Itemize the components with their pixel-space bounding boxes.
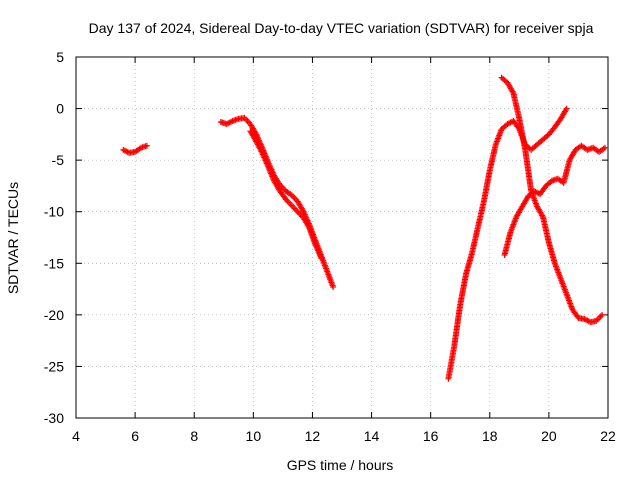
data-series-3	[247, 128, 325, 262]
data-point	[563, 105, 570, 112]
grid	[76, 57, 608, 418]
y-tick-label: -30	[44, 410, 64, 426]
chart-title: Day 137 of 2024, Sidereal Day-to-day VTE…	[89, 20, 594, 36]
y-tick-label: -25	[44, 358, 64, 374]
data-point	[318, 255, 325, 262]
data-series-1	[120, 142, 150, 156]
data-series-4	[445, 105, 570, 382]
x-tick-label: 12	[305, 428, 321, 444]
ticks	[75, 56, 609, 419]
x-tick-label: 6	[131, 428, 139, 444]
y-tick-labels: 5 0 -5 -10 -15 -20 -25 -30	[44, 49, 64, 426]
y-tick-label: -10	[44, 204, 64, 220]
data-points	[120, 74, 609, 382]
x-tick-label: 10	[246, 428, 262, 444]
x-tick-label: 14	[364, 428, 380, 444]
x-tick-labels: 4 6 8 10 12 14 16 18 20 22	[72, 428, 616, 444]
data-series-2	[217, 114, 337, 291]
data-series-5	[498, 74, 606, 326]
x-tick-label: 4	[72, 428, 80, 444]
data-point	[330, 284, 337, 291]
data-point	[602, 144, 609, 151]
x-tick-label: 16	[423, 428, 439, 444]
y-tick-label: 0	[56, 101, 64, 117]
y-tick-label: 5	[56, 49, 64, 65]
data-series-6	[501, 142, 609, 259]
plot-frame	[75, 56, 609, 419]
x-tick-label: 22	[600, 428, 616, 444]
y-tick-label: -5	[52, 152, 65, 168]
x-tick-label: 20	[541, 428, 557, 444]
y-axis-label: SDTVAR / TECUs	[5, 182, 21, 294]
x-axis-label: GPS time / hours	[287, 457, 394, 473]
x-tick-label: 8	[190, 428, 198, 444]
y-tick-label: -20	[44, 307, 64, 323]
x-tick-label: 18	[482, 428, 498, 444]
data-point	[143, 142, 150, 149]
data-point	[599, 311, 606, 318]
y-tick-label: -15	[44, 255, 64, 271]
